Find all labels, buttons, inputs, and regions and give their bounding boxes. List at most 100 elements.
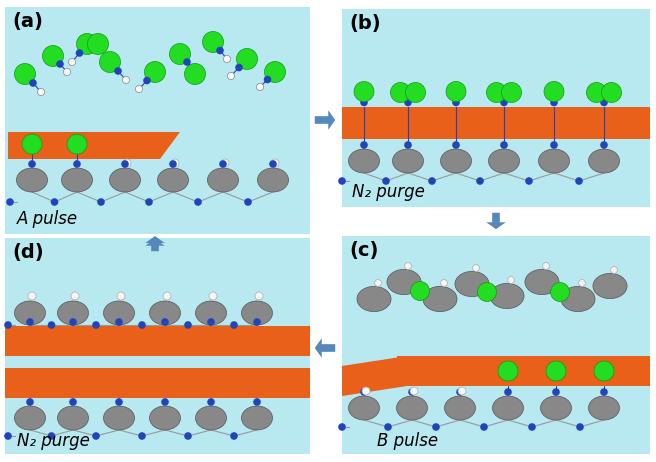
Circle shape [69,398,77,406]
Circle shape [237,49,258,69]
Bar [5,368,310,398]
Circle shape [236,64,243,71]
Circle shape [123,159,131,167]
Circle shape [544,81,564,102]
Bar [342,9,650,207]
Ellipse shape [489,149,520,173]
Circle shape [183,58,191,66]
Circle shape [184,432,192,440]
Circle shape [600,388,608,396]
Circle shape [404,99,412,106]
Ellipse shape [62,168,92,192]
Bar [5,238,310,454]
Ellipse shape [58,301,89,325]
Ellipse shape [423,286,457,311]
Circle shape [228,73,235,79]
Circle shape [203,31,224,53]
Circle shape [230,432,238,440]
Circle shape [22,134,42,154]
Circle shape [97,198,105,206]
Text: (d): (d) [12,243,44,262]
Circle shape [138,432,146,440]
Circle shape [4,321,12,329]
Circle shape [143,77,151,84]
Ellipse shape [455,271,489,297]
Circle shape [219,160,227,168]
Circle shape [594,361,614,381]
Circle shape [144,61,165,83]
Text: N₂ purge: N₂ purge [17,432,90,450]
Circle shape [138,321,146,329]
Circle shape [244,198,252,206]
Circle shape [68,58,75,66]
Circle shape [169,43,190,65]
Circle shape [194,198,202,206]
Circle shape [28,292,36,300]
Circle shape [121,160,129,168]
Ellipse shape [241,301,272,325]
Circle shape [478,282,497,302]
Circle shape [184,321,192,329]
Circle shape [256,84,264,91]
Circle shape [67,134,87,154]
Ellipse shape [207,168,239,192]
Circle shape [480,423,488,431]
Circle shape [71,292,79,300]
Circle shape [411,281,430,300]
Circle shape [472,265,480,271]
Circle shape [446,81,466,102]
Circle shape [190,67,197,73]
Circle shape [69,318,77,326]
Circle shape [452,141,460,149]
Circle shape [43,45,64,67]
Circle shape [525,177,533,185]
Circle shape [504,388,512,396]
Circle shape [26,318,34,326]
Circle shape [4,432,12,440]
Circle shape [382,177,390,185]
Ellipse shape [348,396,380,420]
Circle shape [579,280,585,286]
Ellipse shape [357,286,391,311]
Bar [5,7,310,234]
Circle shape [75,49,83,57]
Ellipse shape [392,149,424,173]
Circle shape [48,432,55,440]
Circle shape [576,423,584,431]
Circle shape [135,85,142,92]
Circle shape [543,262,550,269]
Polygon shape [8,132,180,159]
Circle shape [600,99,608,106]
Circle shape [611,267,617,274]
Ellipse shape [561,286,595,311]
Circle shape [184,63,205,85]
Circle shape [115,318,123,326]
Circle shape [586,83,607,103]
Circle shape [546,361,566,381]
Text: (b): (b) [349,14,380,33]
Bar [5,326,310,356]
Text: B pulse: B pulse [377,432,438,450]
Circle shape [26,398,34,406]
Circle shape [37,88,45,96]
Circle shape [48,321,55,329]
Circle shape [501,83,522,103]
Ellipse shape [387,269,421,295]
Ellipse shape [593,274,627,298]
Ellipse shape [16,168,47,192]
Circle shape [207,398,215,406]
Circle shape [441,280,447,286]
Circle shape [30,79,37,87]
Circle shape [169,160,177,168]
Circle shape [269,160,277,168]
Circle shape [264,61,285,83]
Ellipse shape [104,406,134,430]
Circle shape [404,141,412,149]
Circle shape [253,318,261,326]
Circle shape [145,198,153,206]
Circle shape [14,63,35,85]
Ellipse shape [14,301,45,325]
Circle shape [207,318,215,326]
Circle shape [224,55,231,62]
Circle shape [456,388,464,396]
